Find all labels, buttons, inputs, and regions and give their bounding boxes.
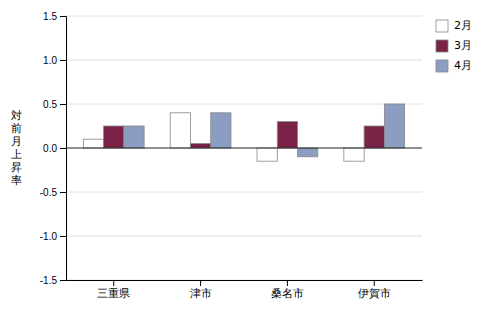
x-tick-mark	[200, 280, 201, 286]
grid-line	[66, 148, 422, 149]
bar	[124, 126, 144, 148]
x-tick-mark	[374, 280, 375, 286]
bar	[190, 144, 210, 148]
legend-item: 3月	[436, 39, 472, 52]
y-tick-label: 1.5	[43, 11, 57, 22]
x-tick: 伊賀市	[358, 280, 391, 299]
bar	[211, 113, 231, 148]
y-axis-title-line: 上	[11, 148, 22, 161]
y-tick-label: -1.0	[40, 231, 58, 242]
series	[104, 122, 385, 148]
legend-swatch	[436, 20, 448, 32]
grid	[66, 16, 422, 280]
bar	[384, 104, 404, 148]
y-axis-title-line: 対	[11, 109, 22, 122]
y-axis-title-line: 月	[11, 135, 22, 148]
series	[83, 113, 364, 161]
y-tick: -0.5	[40, 187, 66, 198]
legend-label: 3月	[454, 39, 472, 52]
grid-line	[66, 236, 422, 237]
zero-line	[66, 148, 422, 149]
y-tick-mark	[60, 16, 66, 17]
y-tick-label: -1.5	[40, 275, 58, 286]
y-tick: 0.5	[43, 99, 66, 110]
grid-line	[66, 280, 422, 281]
y-axis-title: 対前月上昇率	[11, 109, 22, 187]
series	[124, 104, 405, 157]
y-tick: -1.5	[40, 275, 66, 286]
x-tick-label: 津市	[190, 287, 212, 299]
x-tick: 津市	[190, 280, 212, 299]
x-tick-mark	[287, 280, 288, 286]
y-axis-title-line: 前	[11, 122, 22, 135]
x-tick-label: 伊賀市	[358, 287, 391, 299]
legend-swatch	[436, 40, 448, 52]
legend-label: 4月	[454, 59, 472, 72]
legend-swatch	[436, 60, 448, 72]
bar	[364, 126, 384, 148]
y-tick-label: 1.0	[43, 55, 57, 66]
y-tick-mark	[60, 148, 66, 149]
y-tick-label: -0.5	[40, 187, 58, 198]
y-tick-label: 0.5	[43, 99, 57, 110]
y-tick: 1.0	[43, 55, 66, 66]
chart: -1.5 -1.0 -0.5 0.0 0.5 1.0 1.5 三重県 津市 桑名市 伊賀市 対前月上昇…	[0, 0, 500, 312]
y-tick-mark	[60, 236, 66, 237]
legend: 2月 3月 4月	[436, 19, 472, 72]
y-axis-title-line: 昇	[11, 161, 22, 174]
grid-line	[66, 192, 422, 193]
plot: -1.5 -1.0 -0.5 0.0 0.5 1.0 1.5 三重県 津市 桑名市 伊賀市	[40, 11, 423, 299]
x-tick: 三重県	[97, 280, 130, 299]
y-axis-title-line: 率	[11, 174, 22, 187]
y-tick-mark	[60, 192, 66, 193]
x-tick-label: 三重県	[97, 287, 130, 299]
legend-label: 2月	[454, 19, 472, 32]
y-axis: -1.5 -1.0 -0.5 0.0 0.5 1.0 1.5	[40, 11, 67, 286]
grid-line	[66, 104, 422, 105]
bar	[277, 122, 297, 148]
legend-item: 4月	[436, 59, 472, 72]
x-tick: 桑名市	[271, 280, 304, 299]
y-tick-mark	[60, 280, 66, 281]
legend-item: 2月	[436, 19, 472, 32]
grid-line	[66, 16, 422, 17]
y-tick: -1.0	[40, 231, 66, 242]
y-axis-line	[60, 17, 67, 281]
bar	[104, 126, 124, 148]
y-tick: 1.5	[43, 11, 66, 22]
y-tick-mark	[60, 60, 66, 61]
grid-line	[66, 60, 422, 61]
x-axis-line	[67, 280, 423, 281]
y-tick: 0.0	[43, 143, 66, 154]
bars	[83, 104, 404, 161]
bar	[298, 148, 318, 157]
bar	[83, 139, 103, 148]
bar	[257, 148, 277, 161]
x-tick-label: 桑名市	[271, 287, 304, 299]
bar	[344, 148, 364, 161]
bar	[170, 113, 190, 148]
x-tick-mark	[113, 280, 114, 286]
y-tick-label: 0.0	[43, 143, 57, 154]
x-axis: 三重県 津市 桑名市 伊賀市	[67, 280, 423, 299]
y-tick-mark	[60, 104, 66, 105]
